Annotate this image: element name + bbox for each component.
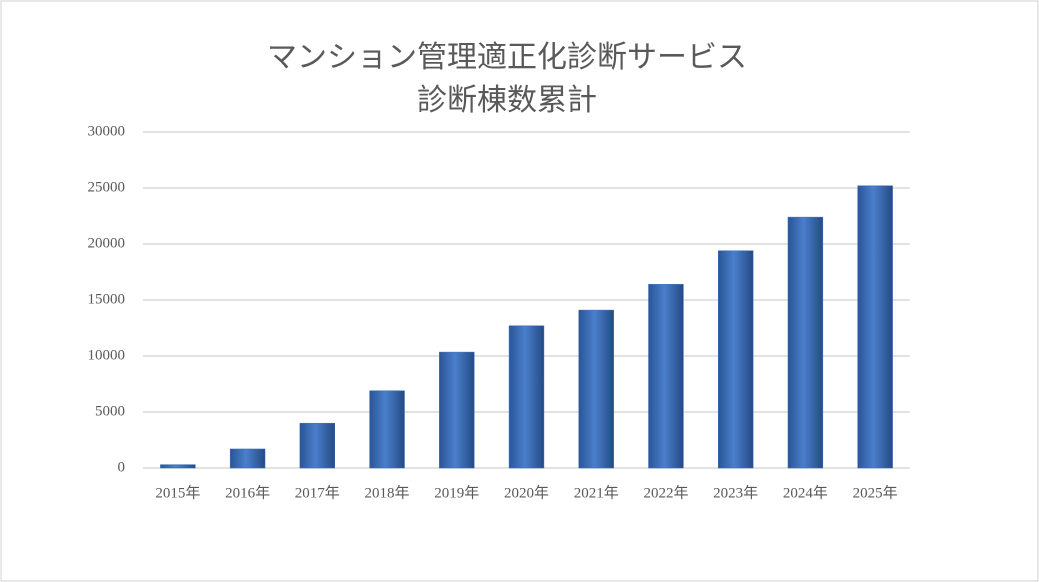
bar <box>578 309 614 469</box>
y-tick-label: 5000 <box>95 403 125 419</box>
y-tick-label: 15000 <box>88 291 126 307</box>
bar <box>648 284 684 469</box>
x-tick-label: 2022年 <box>643 484 688 501</box>
x-tick-label: 2020年 <box>504 484 549 501</box>
x-tick-label: 2019年 <box>434 484 479 501</box>
bar <box>299 422 335 469</box>
x-tick-label: 2017年 <box>295 484 340 501</box>
x-tick-label: 2024年 <box>783 484 828 501</box>
y-tick-label: 30000 <box>88 123 126 139</box>
bar <box>160 464 196 469</box>
bar <box>857 185 893 469</box>
x-tick-label: 2023年 <box>713 484 758 501</box>
bar <box>787 216 824 469</box>
x-tick-label: 2016年 <box>225 484 270 501</box>
bar <box>229 448 266 469</box>
chart-title: マンション管理適正化診断サービス <box>267 41 747 74</box>
bar <box>508 325 545 469</box>
chart-title: 診断棟数累計 <box>417 84 597 117</box>
bar <box>718 250 754 469</box>
y-tick-label: 10000 <box>88 347 126 363</box>
y-tick-label: 25000 <box>88 179 126 195</box>
y-tick-label: 20000 <box>88 235 126 251</box>
x-tick-label: 2018年 <box>365 484 410 501</box>
bar <box>369 390 405 469</box>
x-tick-label: 2021年 <box>574 484 619 501</box>
bar <box>439 351 475 469</box>
x-tick-label: 2015年 <box>155 484 200 501</box>
x-tick-label: 2025年 <box>853 484 898 501</box>
y-tick-label: 0 <box>118 459 126 475</box>
